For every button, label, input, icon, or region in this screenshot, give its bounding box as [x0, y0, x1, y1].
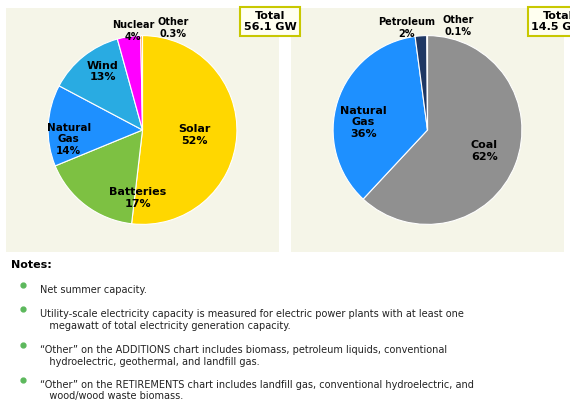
Text: Natural
Gas
14%: Natural Gas 14%	[47, 123, 91, 156]
Text: “Other” on the ADDITIONS chart includes biomass, petroleum liquids, conventional: “Other” on the ADDITIONS chart includes …	[40, 345, 447, 367]
Wedge shape	[415, 36, 428, 130]
Text: Other
0.3%: Other 0.3%	[157, 17, 189, 39]
Text: Notes:: Notes:	[11, 260, 52, 270]
Wedge shape	[427, 36, 428, 130]
Wedge shape	[363, 36, 522, 224]
Wedge shape	[48, 86, 142, 166]
Wedge shape	[132, 36, 237, 224]
Text: Solar
52%: Solar 52%	[178, 124, 210, 146]
Text: Other
0.1%: Other 0.1%	[442, 15, 474, 37]
Text: Total
56.1 GW: Total 56.1 GW	[243, 11, 296, 32]
Text: Coal
62%: Coal 62%	[471, 140, 498, 162]
Text: “Other” on the RETIREMENTS chart includes landfill gas, conventional hydroelectr: “Other” on the RETIREMENTS chart include…	[40, 380, 474, 400]
Wedge shape	[55, 130, 142, 224]
Wedge shape	[117, 36, 142, 130]
Text: Utility-scale electricity capacity is measured for electric power plants with at: Utility-scale electricity capacity is me…	[40, 309, 464, 331]
Wedge shape	[141, 36, 142, 130]
Text: Petroleum
2%: Petroleum 2%	[378, 17, 435, 39]
Text: Total
14.5 GW: Total 14.5 GW	[531, 11, 570, 32]
Text: Wind
13%: Wind 13%	[87, 61, 119, 82]
Wedge shape	[59, 39, 142, 130]
Text: Natural
Gas
36%: Natural Gas 36%	[340, 106, 386, 139]
Text: Batteries
17%: Batteries 17%	[109, 187, 166, 209]
Text: Net summer capacity.: Net summer capacity.	[40, 285, 147, 295]
Wedge shape	[333, 36, 428, 199]
Text: Nuclear
4%: Nuclear 4%	[112, 20, 154, 42]
